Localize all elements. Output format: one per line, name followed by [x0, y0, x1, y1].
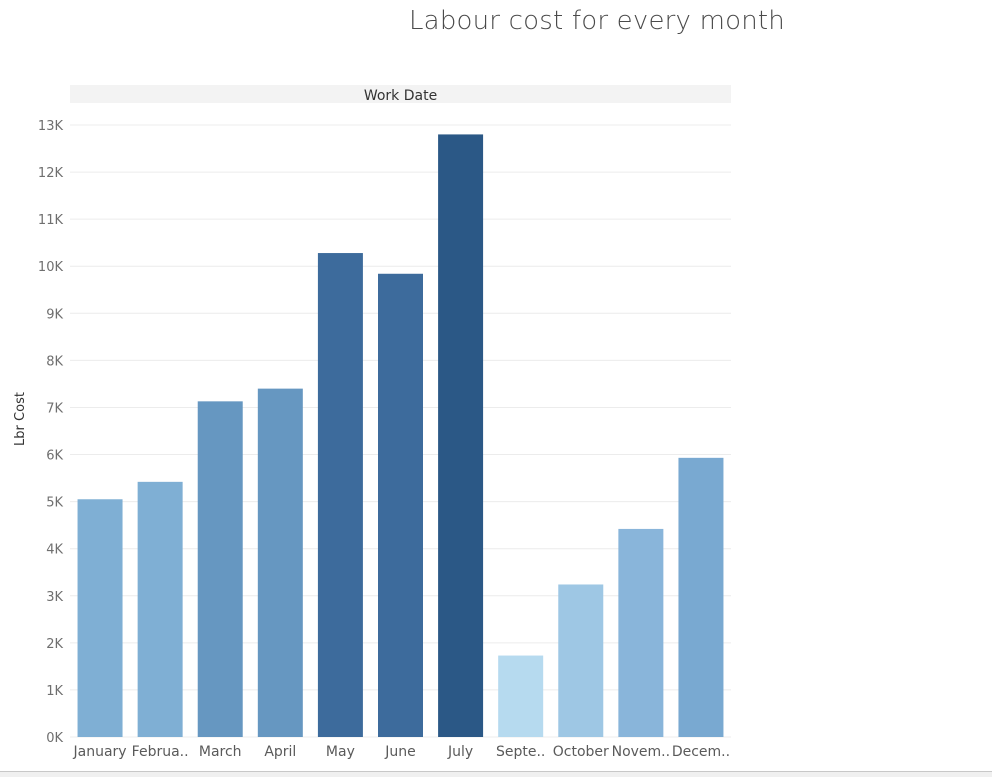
y-tick-label: 0K	[46, 731, 63, 746]
bar	[317, 253, 363, 737]
bar	[618, 528, 664, 737]
x-tick-label: January	[73, 744, 127, 760]
y-tick-label: 5K	[46, 496, 63, 511]
chart-title: Labour cost for every month	[409, 6, 785, 36]
x-tick-label: March	[199, 744, 242, 760]
header-label: Work Date	[364, 88, 437, 104]
y-tick-label: 9K	[46, 307, 63, 322]
y-tick-label: 6K	[46, 449, 63, 464]
x-tick-label: July	[447, 744, 473, 760]
y-tick-label: 12K	[38, 166, 64, 181]
bottom-strip	[0, 772, 992, 777]
bar	[257, 388, 303, 737]
y-tick-label: 3K	[46, 590, 63, 605]
bar	[137, 481, 183, 737]
x-tick-label: April	[264, 744, 296, 760]
y-tick-label: 8K	[46, 354, 63, 369]
bar	[77, 499, 123, 737]
x-tick-label: Decem..	[672, 744, 730, 760]
bottom-divider	[0, 771, 992, 772]
x-tick-label: October	[553, 744, 609, 760]
y-tick-label: 10K	[38, 260, 64, 275]
y-tick-label: 13K	[38, 119, 64, 134]
y-tick-label: 4K	[46, 543, 63, 558]
y-tick-label: 7K	[46, 401, 63, 416]
header-band	[70, 85, 731, 103]
bar	[197, 401, 243, 737]
x-tick-label: June	[384, 744, 416, 760]
bar	[498, 655, 544, 737]
y-tick-label: 11K	[38, 213, 64, 228]
bar	[378, 273, 423, 737]
x-tick-label: Septe..	[496, 744, 545, 760]
bar	[438, 134, 484, 737]
x-tick-label: Novem..	[612, 744, 670, 760]
bar	[678, 457, 724, 737]
x-tick-label: Februa..	[132, 744, 189, 760]
y-tick-label: 2K	[46, 637, 63, 652]
x-tick-label: May	[326, 744, 355, 760]
bar	[558, 584, 604, 737]
y-tick-label: 1K	[46, 684, 63, 699]
y-axis-title: Lbr Cost	[13, 392, 28, 446]
